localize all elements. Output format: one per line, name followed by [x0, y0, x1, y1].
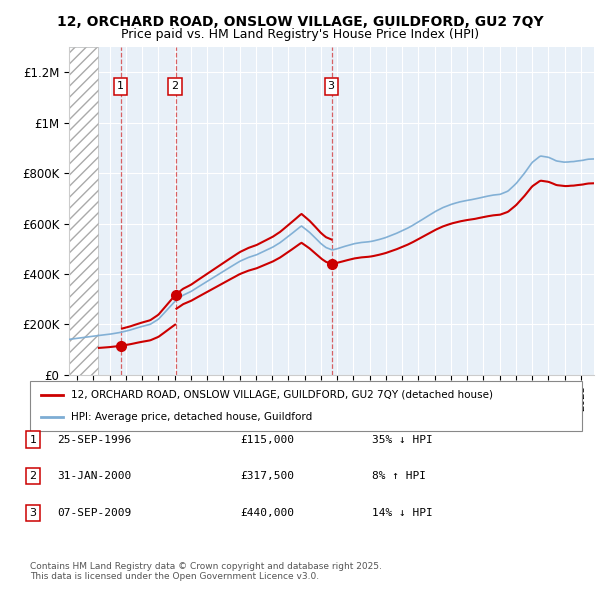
- Text: 12, ORCHARD ROAD, ONSLOW VILLAGE, GUILDFORD, GU2 7QY (detached house): 12, ORCHARD ROAD, ONSLOW VILLAGE, GUILDF…: [71, 389, 493, 399]
- Text: HPI: Average price, detached house, Guildford: HPI: Average price, detached house, Guil…: [71, 412, 313, 422]
- Text: Price paid vs. HM Land Registry's House Price Index (HPI): Price paid vs. HM Land Registry's House …: [121, 28, 479, 41]
- Bar: [69, 47, 98, 375]
- Text: 8% ↑ HPI: 8% ↑ HPI: [372, 471, 426, 481]
- Text: Contains HM Land Registry data © Crown copyright and database right 2025.
This d: Contains HM Land Registry data © Crown c…: [30, 562, 382, 581]
- Text: 3: 3: [29, 508, 37, 517]
- Text: £440,000: £440,000: [240, 508, 294, 517]
- Text: 3: 3: [328, 81, 335, 91]
- FancyBboxPatch shape: [30, 381, 582, 431]
- Text: 07-SEP-2009: 07-SEP-2009: [57, 508, 131, 517]
- Text: £317,500: £317,500: [240, 471, 294, 481]
- Text: 1: 1: [117, 81, 124, 91]
- Text: 25-SEP-1996: 25-SEP-1996: [57, 435, 131, 444]
- Text: 12, ORCHARD ROAD, ONSLOW VILLAGE, GUILDFORD, GU2 7QY: 12, ORCHARD ROAD, ONSLOW VILLAGE, GUILDF…: [56, 15, 544, 29]
- Text: 35% ↓ HPI: 35% ↓ HPI: [372, 435, 433, 444]
- Text: 31-JAN-2000: 31-JAN-2000: [57, 471, 131, 481]
- Text: 1: 1: [29, 435, 37, 444]
- Text: 2: 2: [172, 81, 179, 91]
- Text: 2: 2: [29, 471, 37, 481]
- Text: £115,000: £115,000: [240, 435, 294, 444]
- Text: 14% ↓ HPI: 14% ↓ HPI: [372, 508, 433, 517]
